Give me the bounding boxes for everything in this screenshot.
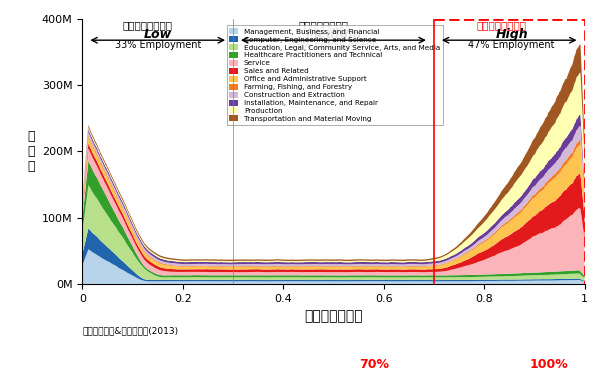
Text: 置き換えリスク低: 置き換えリスク低 — [122, 20, 172, 30]
Text: Medium: Medium — [305, 28, 362, 41]
Text: 置き換えリスク中: 置き換えリスク中 — [298, 20, 349, 30]
Text: 置き換えリスク高: 置き換えリスク高 — [476, 20, 526, 30]
Legend: Management, Business, and Financial, Computer, Engineering, and Science, Educati: Management, Business, and Financial, Com… — [227, 25, 443, 125]
Text: 19% Employment: 19% Employment — [290, 40, 377, 50]
Text: 33% Employment: 33% Employment — [115, 40, 201, 50]
Text: 70%: 70% — [359, 357, 389, 371]
Text: 100%: 100% — [529, 357, 568, 371]
Text: 47% Employment: 47% Employment — [469, 40, 555, 50]
X-axis label: 機械代替可能性: 機械代替可能性 — [304, 309, 363, 323]
Text: High: High — [496, 28, 528, 41]
Y-axis label: 雇
用
量: 雇 用 量 — [27, 130, 34, 173]
Text: Low: Low — [144, 28, 172, 41]
Text: 出典　フレイ&オズボーン(2013): 出典 フレイ&オズボーン(2013) — [83, 326, 178, 335]
